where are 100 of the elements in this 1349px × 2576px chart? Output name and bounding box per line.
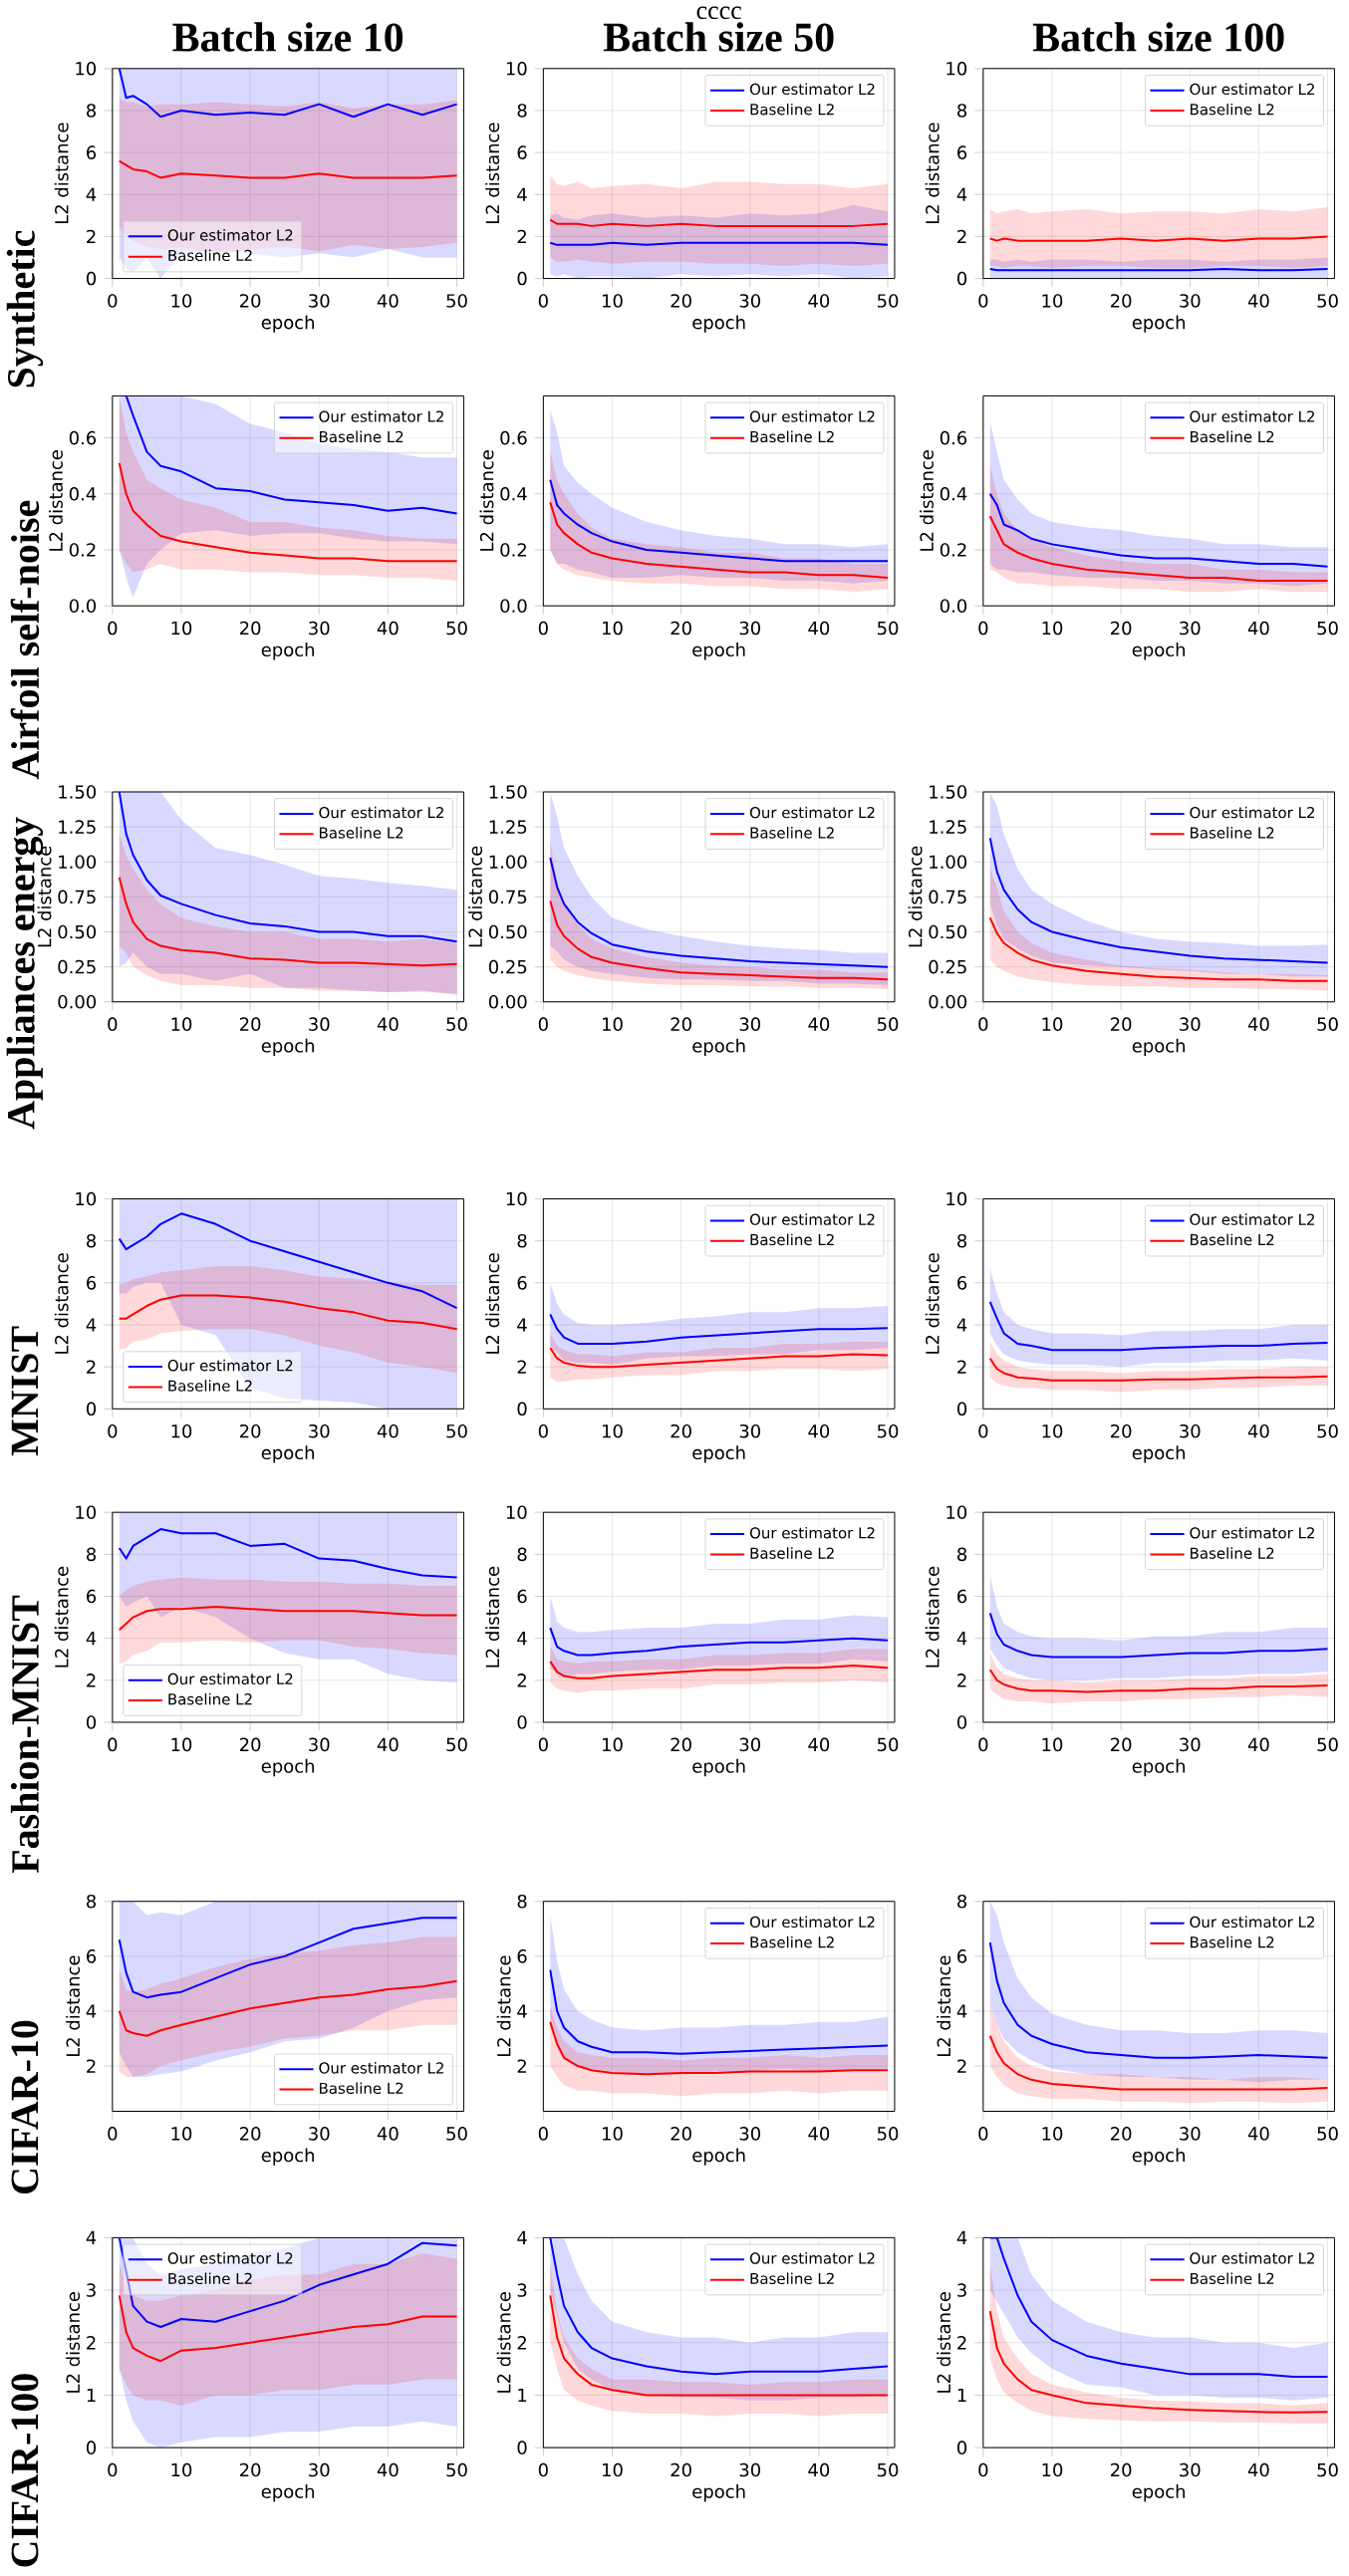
legend-label: Our estimator L2 bbox=[749, 2252, 875, 2264]
x-tick-label: 30 bbox=[308, 1423, 330, 1438]
x-tick-label: 10 bbox=[602, 621, 623, 636]
y-axis-title: L2 distance bbox=[496, 2292, 511, 2393]
x-tick-label: 30 bbox=[1179, 2127, 1201, 2141]
line-series bbox=[125, 395, 458, 515]
x-tick-label: 0 bbox=[978, 2462, 988, 2477]
x-tick-label: 40 bbox=[808, 621, 829, 636]
chart-title: Batch size 100 bbox=[1032, 22, 1284, 52]
line-series bbox=[118, 68, 458, 119]
x-tick-label: 10 bbox=[602, 1423, 623, 1438]
y-tick-label: 0.6 bbox=[940, 430, 966, 445]
x-tick-label: 20 bbox=[239, 2462, 261, 2477]
y-tick-label: 10 bbox=[76, 1191, 96, 1206]
y-tick-label: 0.2 bbox=[69, 543, 96, 557]
legend-label: Baseline L2 bbox=[1190, 1547, 1274, 1559]
legend-label: Baseline L2 bbox=[750, 827, 834, 839]
chart-title: Batch size 10 bbox=[172, 22, 403, 52]
x-tick-label: 0 bbox=[538, 1017, 548, 1031]
x-tick-label: 0 bbox=[538, 294, 548, 308]
x-tick-label: 10 bbox=[1042, 1423, 1063, 1438]
x-tick-label: 10 bbox=[1042, 294, 1063, 308]
y-axis-title: L2 distance bbox=[485, 1566, 499, 1668]
x-tick-label: 10 bbox=[171, 2127, 191, 2141]
line-series bbox=[988, 2310, 1329, 2414]
y-tick-label: 4 bbox=[516, 2230, 527, 2244]
y-tick-label: 6 bbox=[517, 1276, 527, 1290]
y-axis-title: L2 distance bbox=[479, 450, 494, 551]
y-tick-label: 2 bbox=[956, 229, 966, 244]
legend-label: Baseline L2 bbox=[168, 1692, 252, 1705]
y-tick-label: 4 bbox=[956, 2004, 967, 2018]
x-tick-label: 0 bbox=[978, 1737, 988, 1752]
x-tick-label: 0 bbox=[538, 2462, 548, 2477]
x-tick-label: 50 bbox=[1317, 1423, 1338, 1438]
x-tick-label: 40 bbox=[377, 1017, 399, 1031]
y-tick-label: 4 bbox=[516, 1318, 527, 1332]
x-tick-label: 10 bbox=[171, 621, 191, 636]
y-axis-title: L2 distance bbox=[65, 2292, 80, 2393]
y-tick-label: 1 bbox=[87, 2388, 96, 2402]
x-tick-label: 30 bbox=[308, 1017, 330, 1031]
x-tick-label: 30 bbox=[308, 2127, 330, 2141]
y-tick-label: 1.25 bbox=[489, 820, 526, 834]
legend-label: Our estimator L2 bbox=[1190, 2252, 1314, 2264]
y-axis-title: L2 distance bbox=[485, 1253, 499, 1354]
x-tick-label: 20 bbox=[239, 2127, 261, 2141]
x-tick-label: 0 bbox=[108, 1737, 118, 1752]
legend-label: Our estimator L2 bbox=[167, 2252, 293, 2264]
x-tick-label: 50 bbox=[877, 621, 899, 636]
y-tick-label: 0 bbox=[517, 2441, 527, 2454]
x-tick-label: 50 bbox=[1317, 621, 1338, 636]
line-series bbox=[118, 791, 458, 943]
y-tick-label: 4 bbox=[86, 1632, 97, 1646]
line-series bbox=[118, 1979, 458, 2037]
y-tick-label: 0.0 bbox=[940, 599, 966, 613]
x-tick-label: 50 bbox=[446, 1423, 467, 1438]
y-axis-title: L2 distance bbox=[485, 123, 499, 224]
legend-label: Baseline L2 bbox=[319, 2082, 403, 2095]
y-tick-label: 1.50 bbox=[58, 785, 96, 799]
y-axis-title: L2 distance bbox=[925, 1566, 940, 1668]
y-tick-label: 6 bbox=[86, 1276, 96, 1290]
x-tick-label: 40 bbox=[1247, 1737, 1269, 1752]
y-tick-label: 1.00 bbox=[489, 855, 527, 870]
x-tick-label: 10 bbox=[1042, 2462, 1063, 2477]
x-tick-label: 40 bbox=[377, 2462, 399, 2477]
x-tick-label: 0 bbox=[108, 2462, 118, 2477]
line-series bbox=[549, 900, 889, 981]
x-tick-label: 30 bbox=[308, 621, 330, 636]
y-tick-label: 1.25 bbox=[58, 820, 96, 834]
y-tick-label: 1 bbox=[518, 2388, 526, 2402]
y-tick-label: 4 bbox=[956, 2230, 967, 2244]
y-tick-label: 10 bbox=[946, 62, 966, 76]
legend-label: Baseline L2 bbox=[1190, 1233, 1274, 1246]
x-tick-label: 50 bbox=[446, 2462, 467, 2477]
x-tick-label: 20 bbox=[239, 1423, 261, 1438]
y-tick-label: 0.0 bbox=[69, 599, 96, 613]
x-axis-title: epoch bbox=[261, 2484, 314, 2502]
x-tick-label: 40 bbox=[808, 2127, 829, 2141]
x-tick-label: 10 bbox=[1042, 1737, 1063, 1752]
y-tick-label: 0.75 bbox=[58, 890, 96, 904]
y-tick-label: 0.00 bbox=[488, 994, 527, 1009]
y-tick-label: 0.50 bbox=[488, 924, 527, 939]
y-tick-label: 0 bbox=[956, 1402, 966, 1417]
x-tick-label: 30 bbox=[308, 1737, 330, 1752]
x-tick-label: 10 bbox=[602, 1017, 623, 1031]
legend-label: Baseline L2 bbox=[1190, 103, 1274, 116]
y-tick-label: 3 bbox=[956, 2283, 966, 2297]
legend-label: Our estimator L2 bbox=[749, 1916, 875, 1929]
x-tick-label: 20 bbox=[1110, 2462, 1132, 2477]
y-axis-title: L2 distance bbox=[919, 450, 934, 551]
x-tick-label: 40 bbox=[1247, 2127, 1269, 2141]
y-tick-label: 4 bbox=[956, 1318, 967, 1332]
line-series bbox=[118, 2294, 458, 2363]
x-tick-label: 20 bbox=[1110, 1017, 1132, 1031]
legend-label: Our estimator L2 bbox=[1190, 806, 1314, 819]
y-tick-label: 6 bbox=[86, 145, 96, 159]
y-tick-label: 6 bbox=[956, 1949, 966, 1963]
x-tick-label: 50 bbox=[1317, 294, 1338, 308]
x-tick-label: 0 bbox=[108, 2127, 118, 2141]
text: CIFAR-100 bbox=[11, 2374, 39, 2567]
legend-label: Baseline L2 bbox=[1190, 827, 1274, 839]
